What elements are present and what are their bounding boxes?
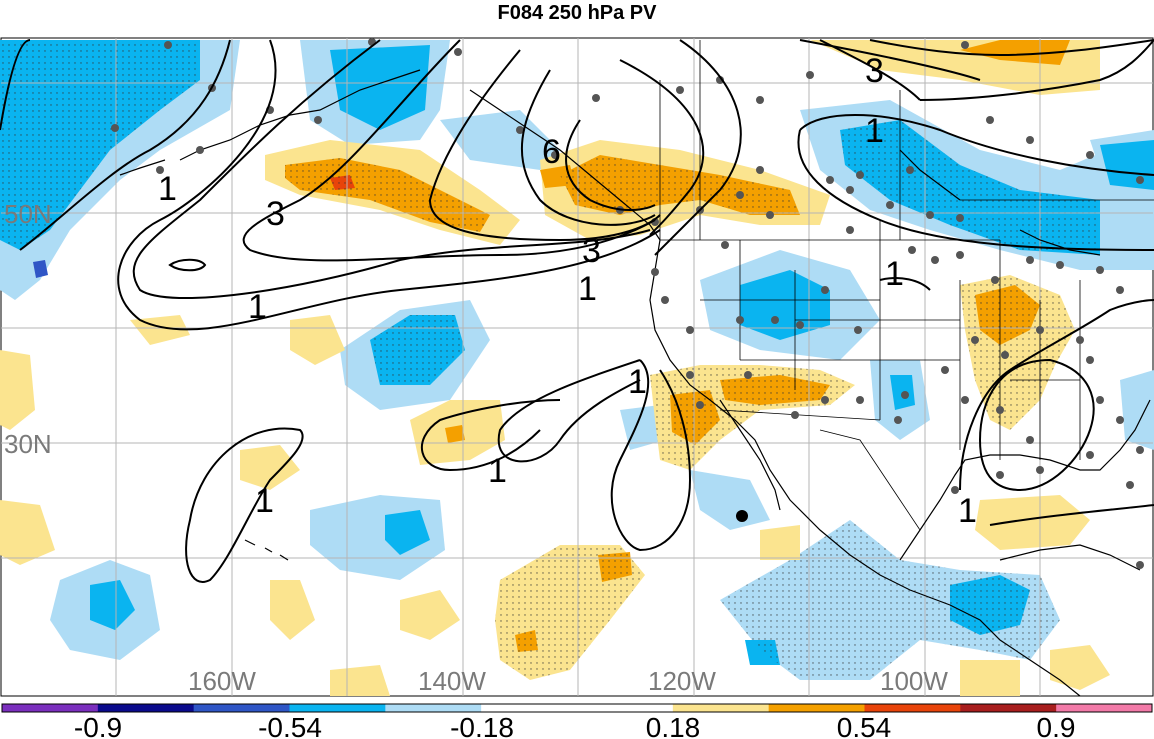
longitude-label: 160W [188,666,256,696]
colorbar-tick-label: 0.18 [646,712,701,739]
contour-label: 3 [865,52,884,90]
latitude-label: 50N [4,199,52,229]
colorbar-tick-label: 0.54 [837,712,892,739]
contour-label: 1 [628,363,647,401]
colorbar-bin [2,704,99,712]
pv-contours [0,39,1154,583]
contour-label: 1 [158,170,177,208]
colorbar-bin [289,704,386,712]
colorbar-tick-label: -0.54 [258,712,322,739]
longitude-label: 140W [418,666,486,696]
contour-label: 1 [488,452,507,490]
contour-label: 3 [582,232,601,270]
latitude-label: 30N [4,429,52,459]
station-markers [111,38,1144,569]
longitude-label: 100W [880,666,948,696]
colorbar-bin [864,704,961,712]
longitude-label: 120W [648,666,716,696]
colorbar-bin [768,704,865,712]
contour-label: 1 [865,112,884,150]
political-borders [659,40,1154,531]
colorbar-bin [193,704,290,712]
colorbar-bin [385,704,482,712]
contour-label: 6 [542,133,561,171]
colorbar-bin [672,704,770,712]
colorbar-bin [960,704,1057,712]
coastlines [119,69,1151,697]
contour-label: 1 [248,288,267,326]
contour-label: 1 [578,270,597,308]
highlight-point [736,510,748,522]
contour-label: 1 [255,482,274,520]
contour-label: 3 [266,195,285,233]
lat-lon-grid [1,38,1153,696]
colorbar-tick-label: 0.9 [1037,712,1076,739]
contour-label: 1 [885,255,904,293]
colorbar-tick-label: -0.18 [450,712,514,739]
colorbar-tick-label: -0.9 [74,712,122,739]
longitude-labels: 160W 140W 120W 100W [188,666,948,696]
colorbar-bin [97,704,195,712]
latitude-labels: 50N 30N [4,199,52,459]
map-title: F084 250 hPa PV [497,2,657,24]
colorbar-bin [577,704,674,712]
colorbar-bin [1056,704,1153,712]
contour-labels: 1 1 3 1 1 1 3 6 3 1 1 1 1 [158,52,977,530]
contour-label: 1 [958,492,977,530]
colorbar: -0.9 -0.54 -0.18 0.18 0.54 0.9 [1,703,1153,739]
colorbar-bin [481,704,578,712]
